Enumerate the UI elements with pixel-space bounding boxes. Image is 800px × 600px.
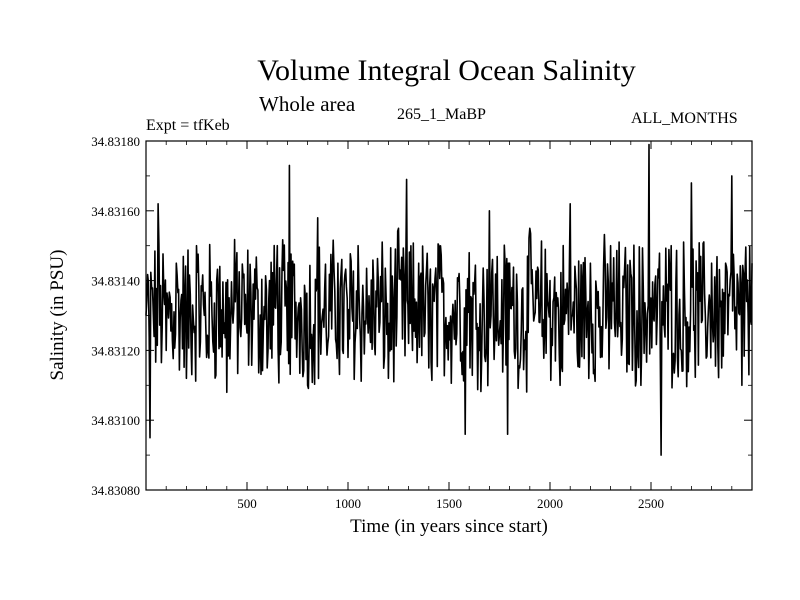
y-tick-label: 34.83160 — [91, 204, 140, 219]
y-tick-label: 34.83080 — [91, 483, 140, 498]
y-tick-label: 34.83120 — [91, 343, 140, 358]
y-tick-label: 34.83140 — [91, 274, 140, 289]
experiment-label: Expt = tfKeb — [146, 117, 230, 134]
x-tick-label: 2000 — [537, 496, 563, 511]
x-tick-label: 1500 — [436, 496, 462, 511]
y-axis: 34.83080 34.83100 34.83120 34.83140 34.83160… — [91, 134, 752, 498]
x-axis: 500 1000 1500 2000 2500 — [165, 141, 733, 511]
x-tick-label: 500 — [237, 496, 257, 511]
x-axis-label: Time (in years since start) — [350, 516, 548, 537]
y-tick-label: 34.83100 — [91, 413, 140, 428]
series-line — [145, 143, 753, 456]
chart-title: Volume Integral Ocean Salinity — [257, 54, 636, 87]
chart-subtitle: Whole area — [259, 92, 356, 116]
run-label: 265_1_MaBP — [397, 106, 486, 123]
months-label: ALL_MONTHS — [631, 110, 738, 127]
x-tick-label: 2500 — [638, 496, 664, 511]
x-tick-label: 1000 — [335, 496, 361, 511]
y-tick-label: 34.83180 — [91, 134, 140, 149]
